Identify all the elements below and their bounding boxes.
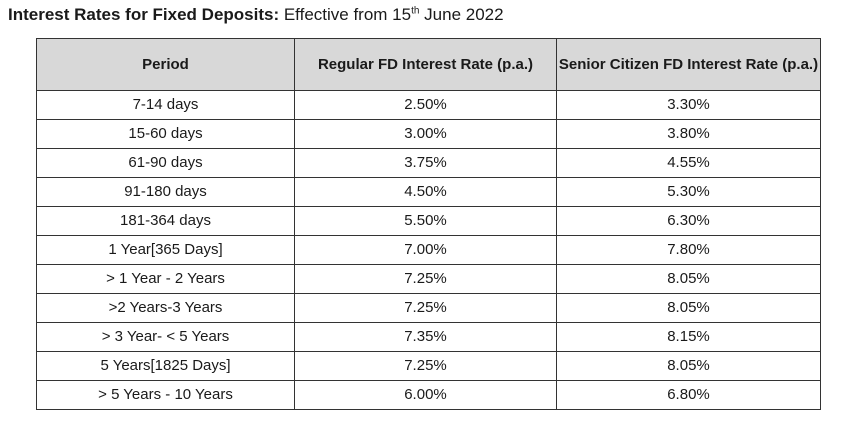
header-senior-rate: Senior Citizen FD Interest Rate (p.a.) bbox=[556, 38, 821, 91]
senior-rate-cell: 8.05% bbox=[556, 264, 821, 294]
period-cell: 91-180 days bbox=[36, 177, 295, 207]
table-row: > 5 Years - 10 Years 6.00% 6.80% bbox=[36, 380, 821, 410]
senior-rate-cell: 4.55% bbox=[556, 148, 821, 178]
senior-rate-cell: 8.05% bbox=[556, 351, 821, 381]
regular-rate-cell: 7.25% bbox=[294, 351, 557, 381]
fd-rates-table: Period Regular FD Interest Rate (p.a.) S… bbox=[36, 38, 821, 410]
period-cell: >2 Years-3 Years bbox=[36, 293, 295, 323]
senior-rate-cell: 3.30% bbox=[556, 90, 821, 120]
regular-rate-cell: 2.50% bbox=[294, 90, 557, 120]
table-row: 7-14 days 2.50% 3.30% bbox=[36, 90, 821, 120]
table-row: 1 Year[365 Days] 7.00% 7.80% bbox=[36, 235, 821, 265]
regular-rate-cell: 3.00% bbox=[294, 119, 557, 149]
period-cell: > 1 Year - 2 Years bbox=[36, 264, 295, 294]
period-cell: 1 Year[365 Days] bbox=[36, 235, 295, 265]
senior-rate-cell: 8.15% bbox=[556, 322, 821, 352]
regular-rate-cell: 6.00% bbox=[294, 380, 557, 410]
period-cell: 15-60 days bbox=[36, 119, 295, 149]
table-row: 91-180 days 4.50% 5.30% bbox=[36, 177, 821, 207]
senior-rate-cell: 5.30% bbox=[556, 177, 821, 207]
table-row: 61-90 days 3.75% 4.55% bbox=[36, 148, 821, 178]
senior-rate-cell: 3.80% bbox=[556, 119, 821, 149]
regular-rate-cell: 4.50% bbox=[294, 177, 557, 207]
table-row: > 1 Year - 2 Years 7.25% 8.05% bbox=[36, 264, 821, 294]
period-cell: 5 Years[1825 Days] bbox=[36, 351, 295, 381]
table-row: 15-60 days 3.00% 3.80% bbox=[36, 119, 821, 149]
senior-rate-cell: 6.30% bbox=[556, 206, 821, 236]
header-period: Period bbox=[36, 38, 295, 91]
regular-rate-cell: 5.50% bbox=[294, 206, 557, 236]
period-cell: > 3 Year- < 5 Years bbox=[36, 322, 295, 352]
regular-rate-cell: 7.00% bbox=[294, 235, 557, 265]
title-date-prefix: Effective from 15 bbox=[279, 5, 412, 24]
table-row: >2 Years-3 Years 7.25% 8.05% bbox=[36, 293, 821, 323]
period-cell: 7-14 days bbox=[36, 90, 295, 120]
title-bold: Interest Rates for Fixed Deposits: bbox=[8, 5, 280, 24]
page-title: Interest Rates for Fixed Deposits: Effec… bbox=[8, 4, 504, 26]
regular-rate-cell: 3.75% bbox=[294, 148, 557, 178]
table-row: > 3 Year- < 5 Years 7.35% 8.15% bbox=[36, 322, 821, 352]
senior-rate-cell: 8.05% bbox=[556, 293, 821, 323]
regular-rate-cell: 7.35% bbox=[294, 322, 557, 352]
title-ordinal-suffix: th bbox=[411, 5, 420, 17]
period-cell: 181-364 days bbox=[36, 206, 295, 236]
regular-rate-cell: 7.25% bbox=[294, 264, 557, 294]
period-cell: > 5 Years - 10 Years bbox=[36, 380, 295, 410]
table-header-row: Period Regular FD Interest Rate (p.a.) S… bbox=[36, 38, 821, 91]
header-regular-rate: Regular FD Interest Rate (p.a.) bbox=[294, 38, 557, 91]
senior-rate-cell: 7.80% bbox=[556, 235, 821, 265]
table-row: 181-364 days 5.50% 6.30% bbox=[36, 206, 821, 236]
period-cell: 61-90 days bbox=[36, 148, 295, 178]
title-date-suffix: June 2022 bbox=[419, 5, 504, 24]
table-row: 5 Years[1825 Days] 7.25% 8.05% bbox=[36, 351, 821, 381]
table-body: 7-14 days 2.50% 3.30% 15-60 days 3.00% 3.80% 6… bbox=[36, 90, 821, 410]
senior-rate-cell: 6.80% bbox=[556, 380, 821, 410]
regular-rate-cell: 7.25% bbox=[294, 293, 557, 323]
